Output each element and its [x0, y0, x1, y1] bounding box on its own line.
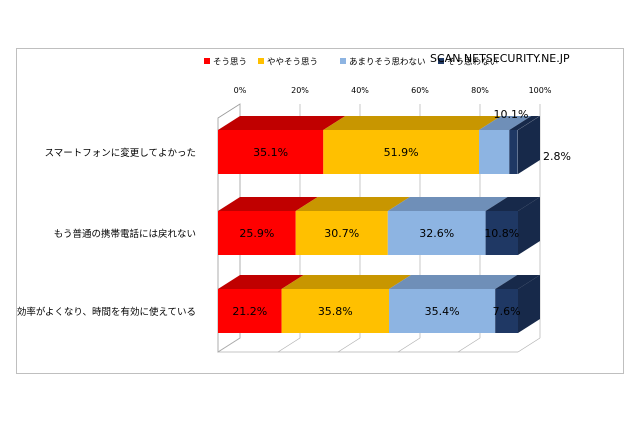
x-tick-label: 80% — [471, 86, 489, 95]
data-label: 7.6% — [493, 305, 521, 318]
bar-top-face — [281, 275, 411, 289]
legend-label: ややそう思う — [267, 58, 318, 68]
category-label: 効率がよくなり、時間を有効に使えている — [17, 306, 196, 318]
bar-segment — [218, 211, 296, 255]
legend-label: そう思う — [213, 58, 247, 68]
legend-swatch — [258, 58, 264, 64]
bar-segment — [323, 130, 479, 174]
data-label: 35.8% — [318, 305, 353, 318]
bar-top-face — [218, 116, 346, 130]
bar-segment — [387, 211, 486, 255]
floor-gridline — [277, 337, 301, 353]
bar-side-face — [518, 116, 540, 174]
floor-gridline — [517, 337, 541, 353]
bar-side-face — [518, 275, 540, 333]
x-tick-label: 100% — [529, 86, 552, 95]
data-label: 35.4% — [425, 305, 460, 318]
data-label: 30.7% — [324, 227, 359, 240]
bar-top-face — [485, 197, 540, 211]
legend-swatch — [438, 58, 444, 64]
bar-top-face — [323, 116, 501, 130]
data-label: 2.8% — [543, 150, 571, 163]
bar-segment — [389, 289, 496, 333]
bar-top-face — [218, 197, 318, 211]
legend-swatch — [204, 58, 210, 64]
legend-label: あまりそう思わない — [349, 58, 426, 68]
data-label: 10.1% — [494, 108, 529, 121]
data-label: 35.1% — [253, 146, 288, 159]
bar-segment — [479, 130, 510, 174]
x-tick-label: 60% — [411, 86, 429, 95]
data-label: 25.9% — [239, 227, 274, 240]
bar-top-face — [495, 275, 540, 289]
bar-segment — [485, 211, 518, 255]
data-label: 21.2% — [232, 305, 267, 318]
data-label: 32.6% — [419, 227, 454, 240]
bar-top-face — [387, 197, 508, 211]
floor-gridline — [457, 337, 481, 353]
bar-segment — [295, 211, 388, 255]
legend-label: そう思わない — [447, 58, 498, 68]
floor-gridline — [337, 337, 361, 353]
x-tick-label: 20% — [291, 86, 309, 95]
category-label: もう普通の携帯電話には戻れない — [54, 228, 196, 240]
bar-top-face — [218, 275, 304, 289]
bar-side-face — [518, 197, 540, 255]
bar-top-face — [295, 197, 410, 211]
watermark: SCAN.NETSECURITY.NE.JP — [430, 52, 570, 65]
bar-top-face — [509, 116, 540, 130]
data-label: 51.9% — [384, 146, 419, 159]
bar-top-face — [389, 275, 518, 289]
bar-segment — [495, 289, 518, 333]
x-tick-label: 40% — [351, 86, 369, 95]
data-label: 10.8% — [484, 227, 519, 240]
bar-segment — [509, 130, 518, 174]
legend-swatch — [340, 58, 346, 64]
x-tick-label: 0% — [234, 86, 247, 95]
bar-top-face — [479, 116, 532, 130]
floor-gridline — [397, 337, 421, 353]
bar-segment — [218, 289, 282, 333]
bar-segment — [218, 130, 324, 174]
bar-segment — [281, 289, 389, 333]
floor-gridline — [217, 337, 241, 353]
category-label: スマートフォンに変更してよかった — [45, 147, 196, 159]
